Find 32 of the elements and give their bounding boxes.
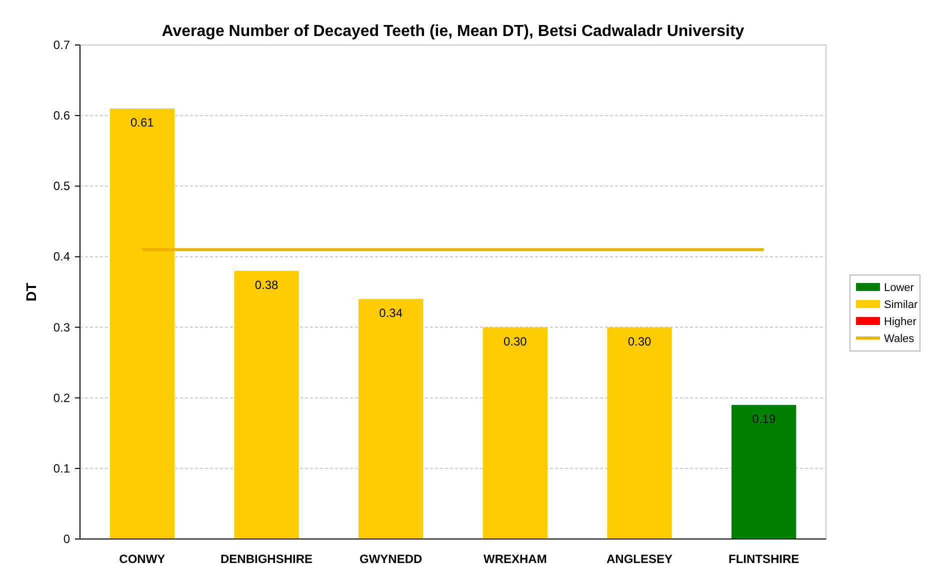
data-label: 0.19 <box>752 412 776 426</box>
x-tick-label: FLINTSHIRE <box>728 552 800 566</box>
bar <box>482 327 548 539</box>
x-tick-label: WREXHAM <box>484 552 547 566</box>
legend-label: Lower <box>884 282 914 294</box>
chart-title: Average Number of Decayed Teeth (ie, Mean DT), Betsi Cadwaladr University <box>162 23 744 40</box>
legend-label: Similar <box>884 299 918 311</box>
data-label: 0.61 <box>130 116 154 130</box>
y-tick-label: 0.1 <box>53 461 70 476</box>
data-label: 0.30 <box>628 334 652 348</box>
x-tick-label: GWYNEDD <box>359 552 422 566</box>
x-tick-label: DENBIGHSHIRE <box>220 552 313 566</box>
y-tick-label: 0.5 <box>53 179 70 194</box>
y-tick-label: 0.4 <box>53 250 70 264</box>
y-tick-label: 0 <box>63 532 70 546</box>
y-tick-label: 0.3 <box>53 320 70 334</box>
y-axis-title: DT <box>23 282 39 302</box>
bar <box>234 270 299 539</box>
data-label: 0.30 <box>503 334 528 348</box>
y-tick-label: 0.7 <box>53 38 70 52</box>
bar <box>110 108 174 539</box>
bar <box>358 299 424 539</box>
y-tick-label: 0.6 <box>53 108 70 123</box>
legend-label: Higher <box>884 316 917 328</box>
bar <box>732 404 796 539</box>
data-label: 0.38 <box>254 278 278 292</box>
data-label: 0.34 <box>379 306 403 320</box>
x-tick-label: ANGLESEY <box>606 552 673 566</box>
y-tick-label: 0.2 <box>53 390 70 405</box>
x-tick-label: CONWY <box>119 552 166 566</box>
legend-label: Wales <box>884 333 915 345</box>
bar <box>607 327 672 539</box>
